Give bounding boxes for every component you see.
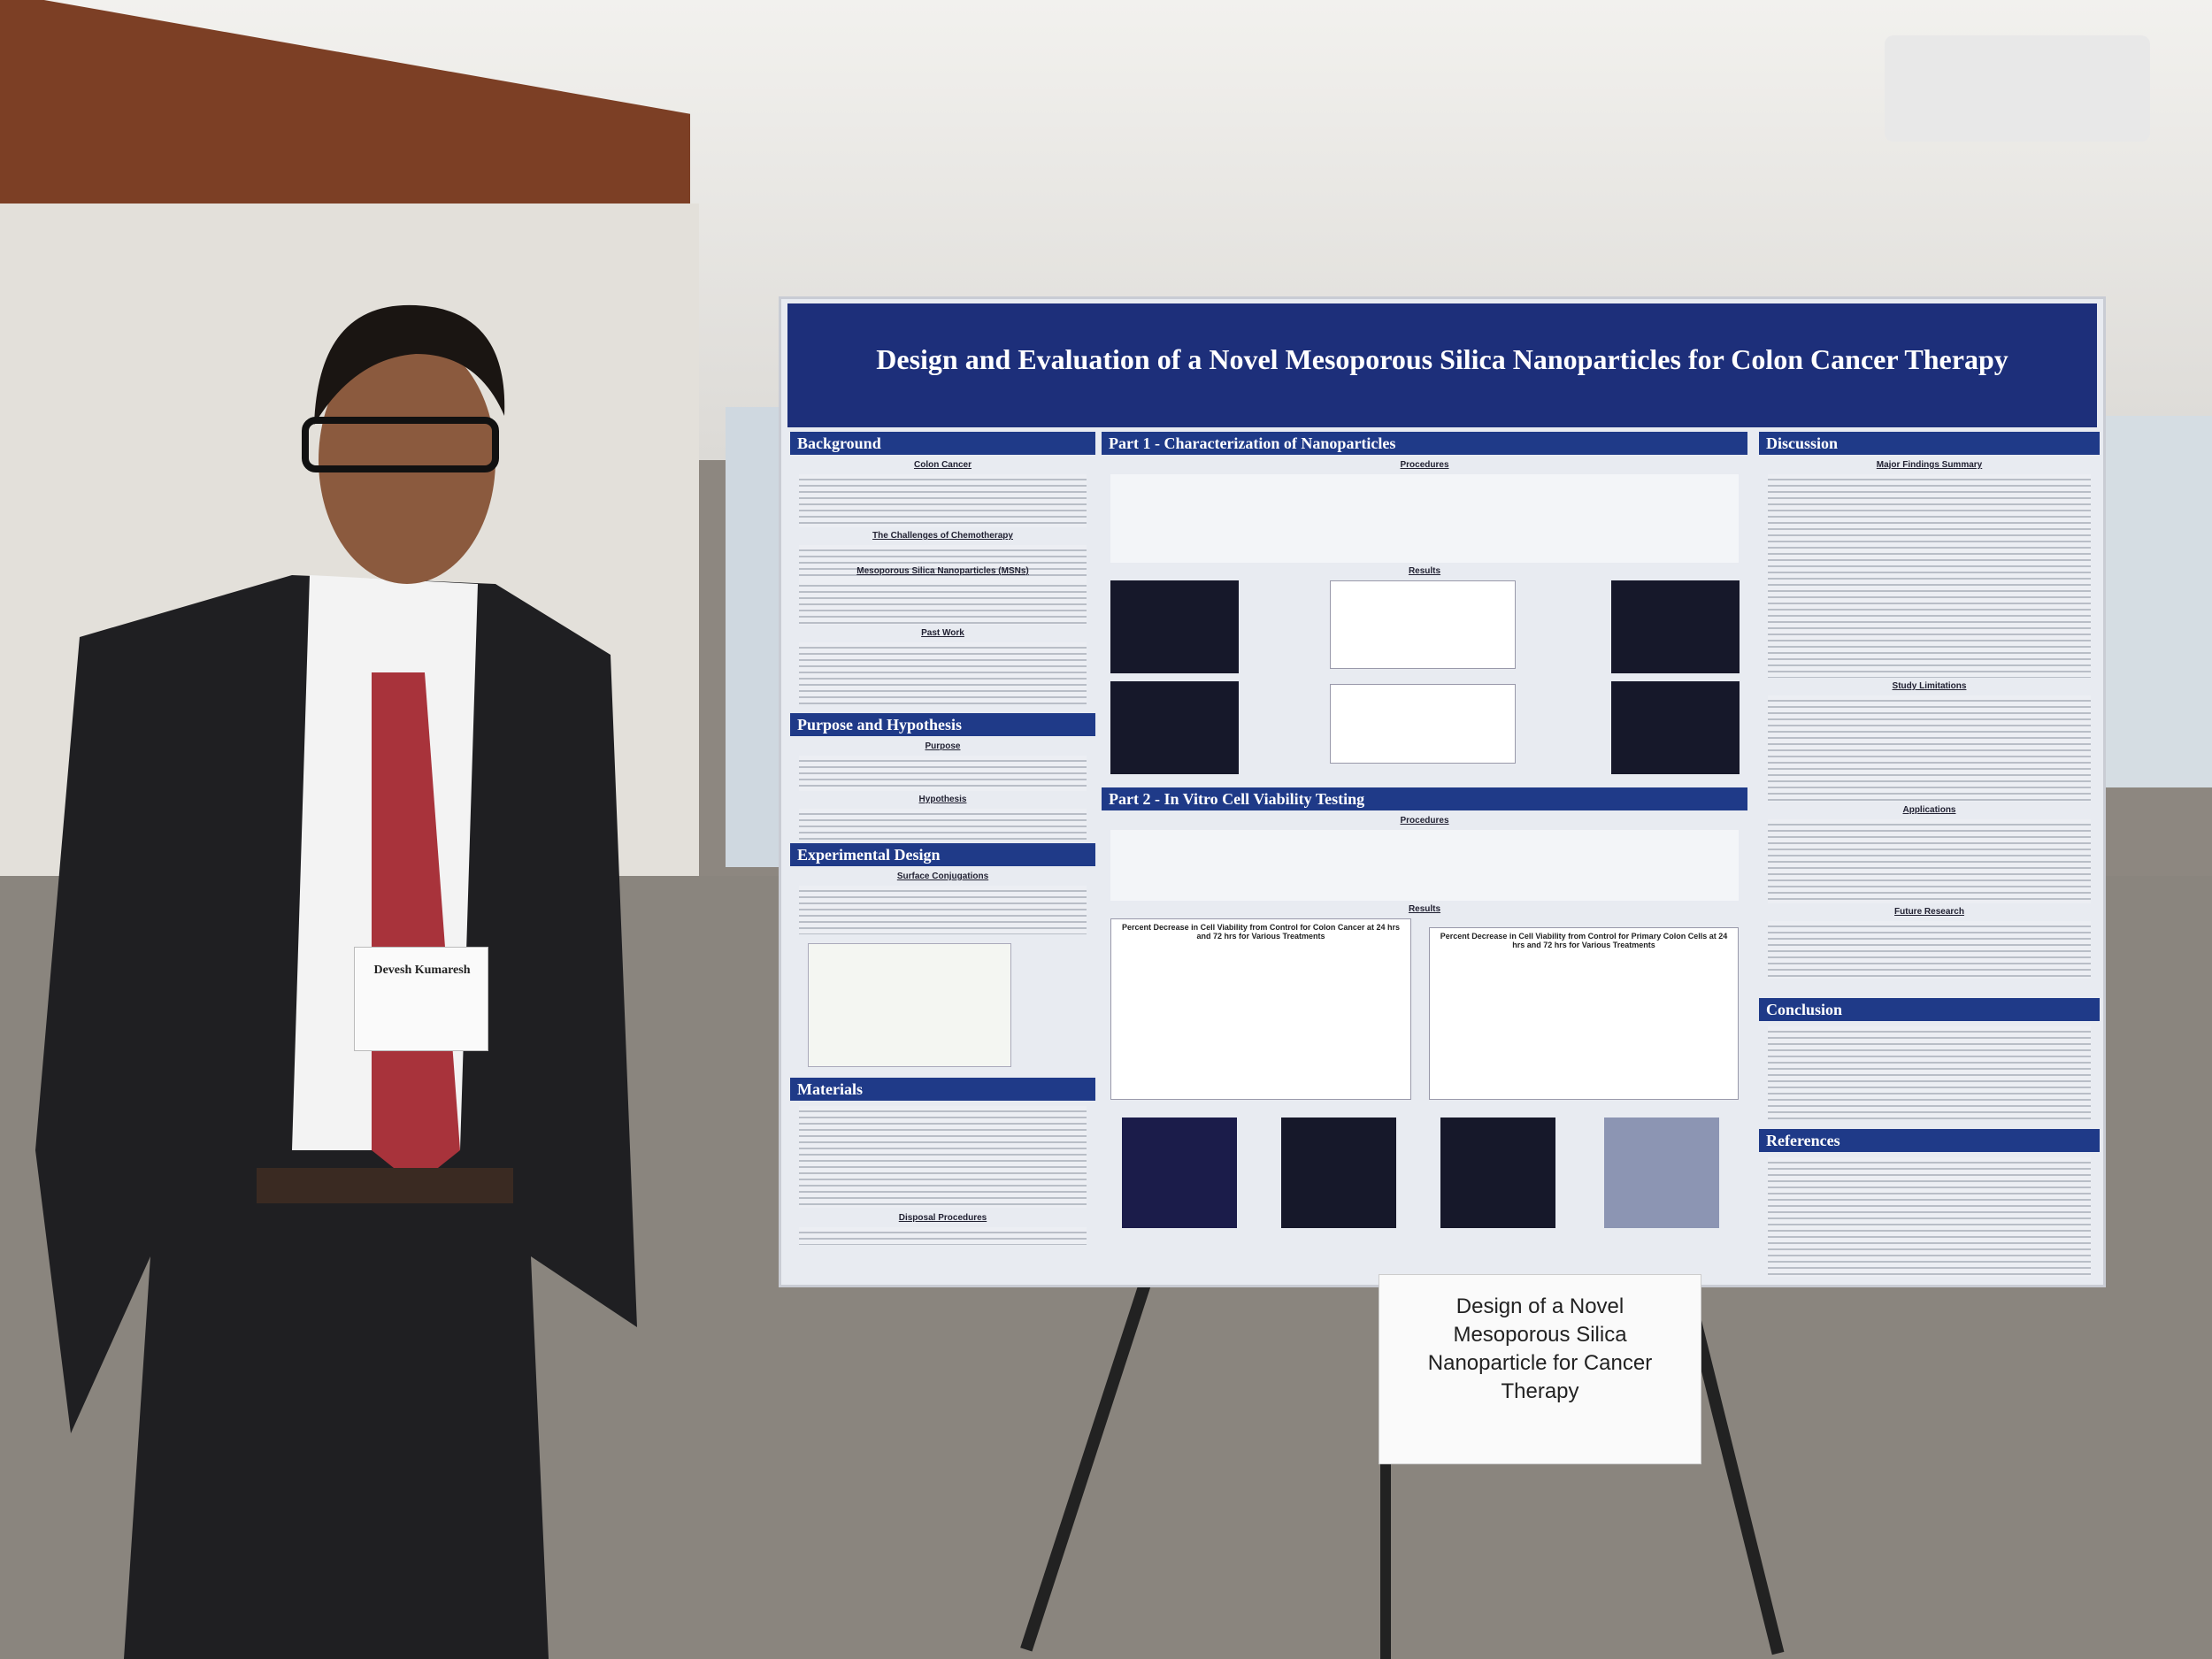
subheading: Results <box>1408 904 1441 914</box>
text-block <box>799 642 1087 704</box>
subheading: Surface Conjugations <box>896 872 989 881</box>
belt <box>257 1168 513 1203</box>
subheading: Results <box>1408 566 1441 576</box>
text-block <box>1768 819 2091 903</box>
section-header: Experimental Design <box>790 843 1095 866</box>
chart-figure: Percent Decrease in Cell Viability from … <box>1429 927 1739 1100</box>
subheading: The Challenges of Chemotherapy <box>872 531 1013 541</box>
micrograph <box>1604 1118 1719 1228</box>
text-block <box>799 1106 1087 1208</box>
window-right <box>2097 416 2212 787</box>
subheading: Applications <box>1902 805 1956 815</box>
subheading: Purpose <box>925 741 961 751</box>
subheading: Disposal Procedures <box>898 1213 987 1223</box>
text-block <box>799 580 1087 625</box>
badge: Devesh Kumaresh <box>354 947 488 1051</box>
text-block <box>1768 1026 2091 1119</box>
projector <box>1885 35 2150 142</box>
micrograph <box>1611 580 1740 673</box>
section-header: References <box>1759 1129 2100 1152</box>
sign-text: Design of a Novel Mesoporous Silica Nano… <box>1427 1294 1653 1403</box>
chart-title: Percent Decrease in Cell Viability from … <box>1440 932 1728 949</box>
text-block <box>1768 1157 2091 1277</box>
text-block <box>1768 921 2091 979</box>
section-header: Part 2 - In Vitro Cell Viability Testing <box>1102 787 1747 810</box>
micrograph <box>1440 1118 1555 1228</box>
text-block <box>799 886 1087 934</box>
poster-title: Design and Evaluation of a Novel Mesopor… <box>876 343 2008 375</box>
text-block <box>799 545 1087 580</box>
text-block <box>799 809 1087 840</box>
chart-title: Percent Decrease in Cell Viability from … <box>1122 923 1400 941</box>
subheading: Past Work <box>921 628 964 638</box>
micrograph <box>1122 1118 1237 1228</box>
section-header: Purpose and Hypothesis <box>790 713 1095 736</box>
poster: Design and Evaluation of a Novel Mesopor… <box>779 296 2106 1287</box>
tie <box>372 672 460 1186</box>
micrograph <box>1110 580 1239 673</box>
subheading: Hypothesis <box>918 795 967 804</box>
text-block <box>1768 695 2091 802</box>
section-header: Discussion <box>1759 432 2100 455</box>
text-block <box>1768 474 2091 678</box>
results-table <box>1330 580 1516 669</box>
subheading: Mesoporous Silica Nanoparticles (MSNs) <box>856 566 1029 576</box>
results-table <box>1330 684 1516 764</box>
subheading: Colon Cancer <box>913 460 972 470</box>
micrograph <box>1611 681 1740 774</box>
head <box>319 336 495 584</box>
sign: Design of a Novel Mesoporous Silica Nano… <box>1379 1274 1701 1464</box>
section-header: Part 1 - Characterization of Nanoparticl… <box>1102 432 1747 455</box>
badge-name: Devesh Kumaresh <box>373 964 471 977</box>
procedure-figure <box>1110 474 1739 563</box>
subheading: Future Research <box>1894 907 1964 917</box>
micrograph <box>1110 681 1239 774</box>
procedure-figure <box>1110 830 1739 901</box>
glasses <box>302 417 499 472</box>
subheading: Procedures <box>1400 816 1449 826</box>
hair <box>314 304 505 425</box>
section-header: Background <box>790 432 1095 455</box>
subheading: Procedures <box>1400 460 1449 470</box>
text-block <box>799 474 1087 527</box>
subheading: Major Findings Summary <box>1876 460 1983 470</box>
text-block <box>799 1227 1087 1245</box>
micrograph <box>1281 1118 1396 1228</box>
diagram <box>808 943 1011 1067</box>
window <box>726 407 787 867</box>
section-header: Conclusion <box>1759 998 2100 1021</box>
text-block <box>799 756 1087 791</box>
subheading: Study Limitations <box>1892 681 1967 691</box>
poster-title-band <box>787 303 2097 427</box>
chart-figure: Percent Decrease in Cell Viability from … <box>1110 918 1411 1100</box>
section-header: Materials <box>790 1078 1095 1101</box>
